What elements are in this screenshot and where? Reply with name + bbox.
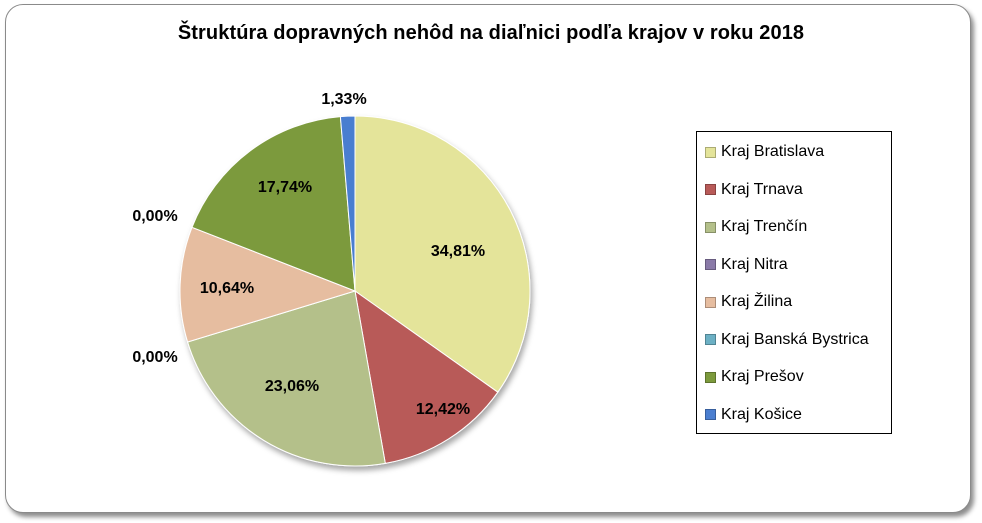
legend-label: Kraj Trnava: [721, 180, 803, 198]
legend-item: Kraj Bratislava: [705, 142, 824, 162]
pie-slice-kraj-prešov: [191, 116, 356, 292]
legend-swatch: [705, 184, 716, 195]
data-label: 12,42%: [416, 401, 470, 418]
legend-item: Kraj Žilina: [705, 292, 792, 312]
legend-item: Kraj Banská Bystrica: [705, 330, 869, 350]
legend-label: Kraj Košice: [721, 405, 802, 423]
data-label: 1,33%: [321, 91, 366, 108]
chart-title: Štruktúra dopravných nehôd na diaľnici p…: [177, 22, 805, 44]
pie-slice-kraj-bratislava: [354, 115, 531, 393]
pie-slice-kraj-žilina: [179, 226, 357, 343]
legend-item: Kraj Košice: [705, 405, 802, 425]
legend-item: Kraj Trenčín: [705, 217, 807, 237]
legend-label: Kraj Bratislava: [721, 143, 825, 160]
pie-slice-kraj-trnava: [354, 289, 499, 464]
data-label: 10,64%: [200, 280, 254, 297]
legend-swatch: [705, 371, 716, 383]
data-label: 34,81%: [431, 243, 485, 260]
legend-item: Kraj Prešov: [705, 367, 804, 387]
legend-label: Kraj Trenčín: [721, 218, 808, 235]
legend-swatch: [705, 409, 716, 420]
data-label: 23,06%: [265, 378, 319, 395]
data-label: 0,00%: [132, 349, 177, 366]
legend-label: Kraj Prešov: [721, 368, 804, 385]
legend-swatch: [705, 259, 716, 270]
legend-label: Kraj Žilina: [721, 293, 793, 310]
legend-item: Kraj Nitra: [705, 255, 788, 275]
data-label: 0,00%: [132, 208, 177, 225]
legend-swatch: [705, 296, 716, 308]
legend: Kraj Bratislava Kraj Trnava Kraj Trenčín Kr…: [696, 131, 892, 434]
pie-slice-kraj-košice: [339, 115, 356, 292]
legend-item: Kraj Trnava: [705, 180, 803, 200]
legend-label: Kraj Banská Bystrica: [721, 330, 869, 348]
data-label: 17,74%: [258, 179, 312, 196]
legend-swatch: [705, 334, 716, 345]
legend-swatch: [705, 146, 716, 158]
pie-slice-kraj-trenčín: [186, 290, 386, 467]
legend-label: Kraj Nitra: [721, 255, 788, 273]
legend-swatch: [705, 221, 716, 233]
